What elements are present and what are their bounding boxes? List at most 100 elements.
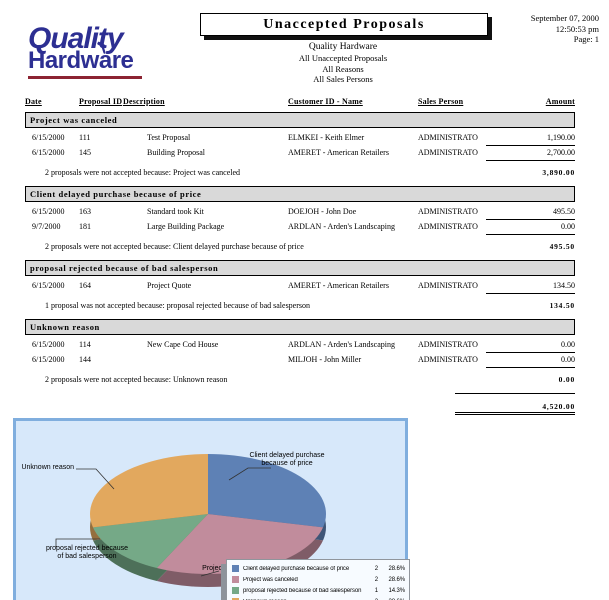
print-time: 12:50:53 pm — [555, 23, 599, 34]
cell-description: Test Proposal — [147, 133, 191, 142]
report-title: Unaccepted Proposals — [263, 16, 425, 32]
cell-customer: DOEJOH - John Doe — [288, 207, 357, 216]
callout-project-canceled: Projec — [202, 565, 222, 572]
section-summary: 1 proposal was not accepted because: pro… — [25, 297, 575, 310]
cell-date: 6/15/2000 — [32, 281, 65, 290]
cell-description: Large Building Package — [147, 222, 225, 231]
legend-label: proposal rejected because of bad salespe… — [243, 587, 362, 594]
column-header-row: Date Proposal ID Description Customer ID… — [25, 97, 575, 110]
logo-line2: Hardware — [28, 41, 142, 73]
subtitle-line: All Unaccepted Proposals — [298, 53, 388, 63]
legend-count: 2 — [368, 599, 378, 600]
cell-description — [123, 353, 288, 368]
cell-proposal-id: 163 — [79, 207, 91, 216]
legend-percent: 28.6% — [388, 565, 405, 572]
cell-date: 9/7/2000 — [32, 222, 61, 231]
cell-sales-person: ADMINISTRATO — [418, 133, 478, 142]
section-header-bar: Unknown reason — [25, 319, 575, 335]
column-header-date: Date — [25, 97, 42, 106]
pie-slice — [89, 454, 208, 528]
legend-label: Client delayed purchase because of price — [243, 565, 350, 572]
cell-amount: 0.00 — [486, 353, 575, 368]
summary-text: 2 proposals were not accepted because: U… — [45, 375, 228, 384]
grand-total-amount: 4,520.00 — [455, 402, 575, 415]
cell-date: 6/15/2000 — [32, 133, 65, 142]
section-header-bar: Client delayed purchase because of price — [25, 186, 575, 202]
legend-swatch — [232, 587, 239, 594]
column-header-amount: Amount — [545, 97, 575, 106]
cell-sales-person: ADMINISTRATO — [418, 281, 478, 290]
chart-legend: Client delayed purchase because of price… — [226, 559, 410, 600]
chart-panel: Client delayed purchase because of price… — [13, 418, 410, 600]
cell-sales-person: ADMINISTRATO — [418, 355, 478, 364]
section-subtotal: 0.00 — [558, 375, 575, 384]
report-sections: Project was canceled 6/15/2000 111 Test Pro… — [25, 112, 575, 384]
section-subtotal: 134.50 — [549, 301, 575, 310]
legend-count: 2 — [374, 576, 378, 583]
column-header-proposal-id: Proposal ID — [79, 97, 123, 106]
callout-client-delayed: Client delayed purchase because of price — [249, 452, 325, 467]
cell-description: Building Proposal — [147, 148, 206, 157]
grand-total-row: 4,520.00 — [25, 393, 575, 415]
section-subtotal: 495.50 — [549, 242, 575, 251]
legend-row: Project was canceled 2 28.6% — [232, 574, 405, 585]
print-date: September 07, 2000 — [530, 13, 599, 23]
legend-count: 2 — [374, 565, 378, 572]
cell-customer: ARDLAN - Arden's Landscaping — [288, 340, 395, 349]
legend-label: Unknown reason — [243, 599, 368, 600]
column-header-customer: Customer ID - Name — [288, 97, 363, 106]
cell-date: 6/15/2000 — [32, 148, 65, 157]
section-header-bar: Project was canceled — [25, 112, 575, 128]
cell-sales-person: ADMINISTRATO — [418, 340, 478, 349]
column-header-description: Description — [123, 97, 165, 106]
cell-customer: ARDLAN - Arden's Landscaping — [288, 222, 395, 231]
page-number: Page: 1 — [573, 34, 599, 44]
cell-sales-person: ADMINISTRATO — [418, 148, 478, 157]
cell-amount: 495.50 — [486, 205, 575, 220]
cell-description: Project Quote — [147, 281, 192, 290]
summary-text: 2 proposals were not accepted because: C… — [45, 242, 304, 251]
cell-proposal-id: 114 — [79, 340, 91, 349]
cell-date: 6/15/2000 — [32, 355, 65, 364]
cell-proposal-id: 164 — [79, 281, 91, 290]
cell-customer: ELMKEI - Keith Elmer — [288, 133, 365, 142]
cell-amount: 134.50 — [486, 279, 575, 294]
subtitle-line: Quality Hardware — [308, 42, 378, 52]
cell-customer: AMERET - American Retailers — [288, 281, 389, 290]
logo-underline — [28, 76, 142, 79]
summary-text: 2 proposals were not accepted because: P… — [45, 168, 241, 177]
cell-amount: 2,700.00 — [486, 146, 575, 161]
print-info: September 07, 2000 12:50:53 pm Page: 1 — [531, 13, 599, 45]
cell-proposal-id: 145 — [79, 148, 91, 157]
cell-proposal-id: 181 — [79, 222, 91, 231]
report-title-box: Unaccepted Proposals — [200, 13, 488, 36]
legend-row: Client delayed purchase because of price… — [232, 563, 405, 574]
subtitle-line: All Reasons — [322, 63, 364, 74]
section-subtotal: 3,890.00 — [542, 168, 575, 177]
cell-description: Standard took Kit — [147, 207, 204, 216]
company-logo: Quality Hardware — [28, 24, 142, 79]
legend-row: proposal rejected because of bad salespe… — [232, 585, 405, 596]
proposals-table: Date Proposal ID Description Customer ID… — [25, 97, 575, 415]
grand-total: 4,520.00 — [455, 393, 575, 415]
table-row: 6/15/2000 114 New Cape Cod House ARDLAN - A… — [25, 338, 575, 353]
cell-amount: 0.00 — [486, 220, 575, 235]
table-row: 6/15/2000 164 Project Quote AMERET - Americ… — [25, 279, 575, 294]
hammer-icon — [97, 41, 107, 54]
cell-date: 6/15/2000 — [32, 207, 65, 216]
section-summary: 2 proposals were not accepted because: U… — [25, 371, 575, 384]
report-section: Unknown reason 6/15/2000 114 New Cape Cod H… — [25, 319, 575, 384]
subtitle-line: All Sales Persons — [313, 74, 373, 84]
table-row: 6/15/2000 111 Test Proposal ELMKEI - Keith … — [25, 131, 575, 146]
section-summary: 2 proposals were not accepted because: C… — [25, 238, 575, 251]
cell-amount: 1,190.00 — [486, 131, 575, 146]
section-summary: 2 proposals were not accepted because: P… — [25, 164, 575, 177]
cell-proposal-id: 144 — [79, 355, 91, 364]
cell-amount: 0.00 — [486, 338, 575, 353]
cell-sales-person: ADMINISTRATO — [418, 207, 478, 216]
cell-sales-person: ADMINISTRATO — [418, 222, 478, 231]
legend-swatch — [232, 565, 239, 572]
legend-count: 1 — [374, 587, 378, 594]
callout-unknown-reason: Unknown reason — [21, 464, 74, 471]
report-section: Project was canceled 6/15/2000 111 Test Pro… — [25, 112, 575, 177]
